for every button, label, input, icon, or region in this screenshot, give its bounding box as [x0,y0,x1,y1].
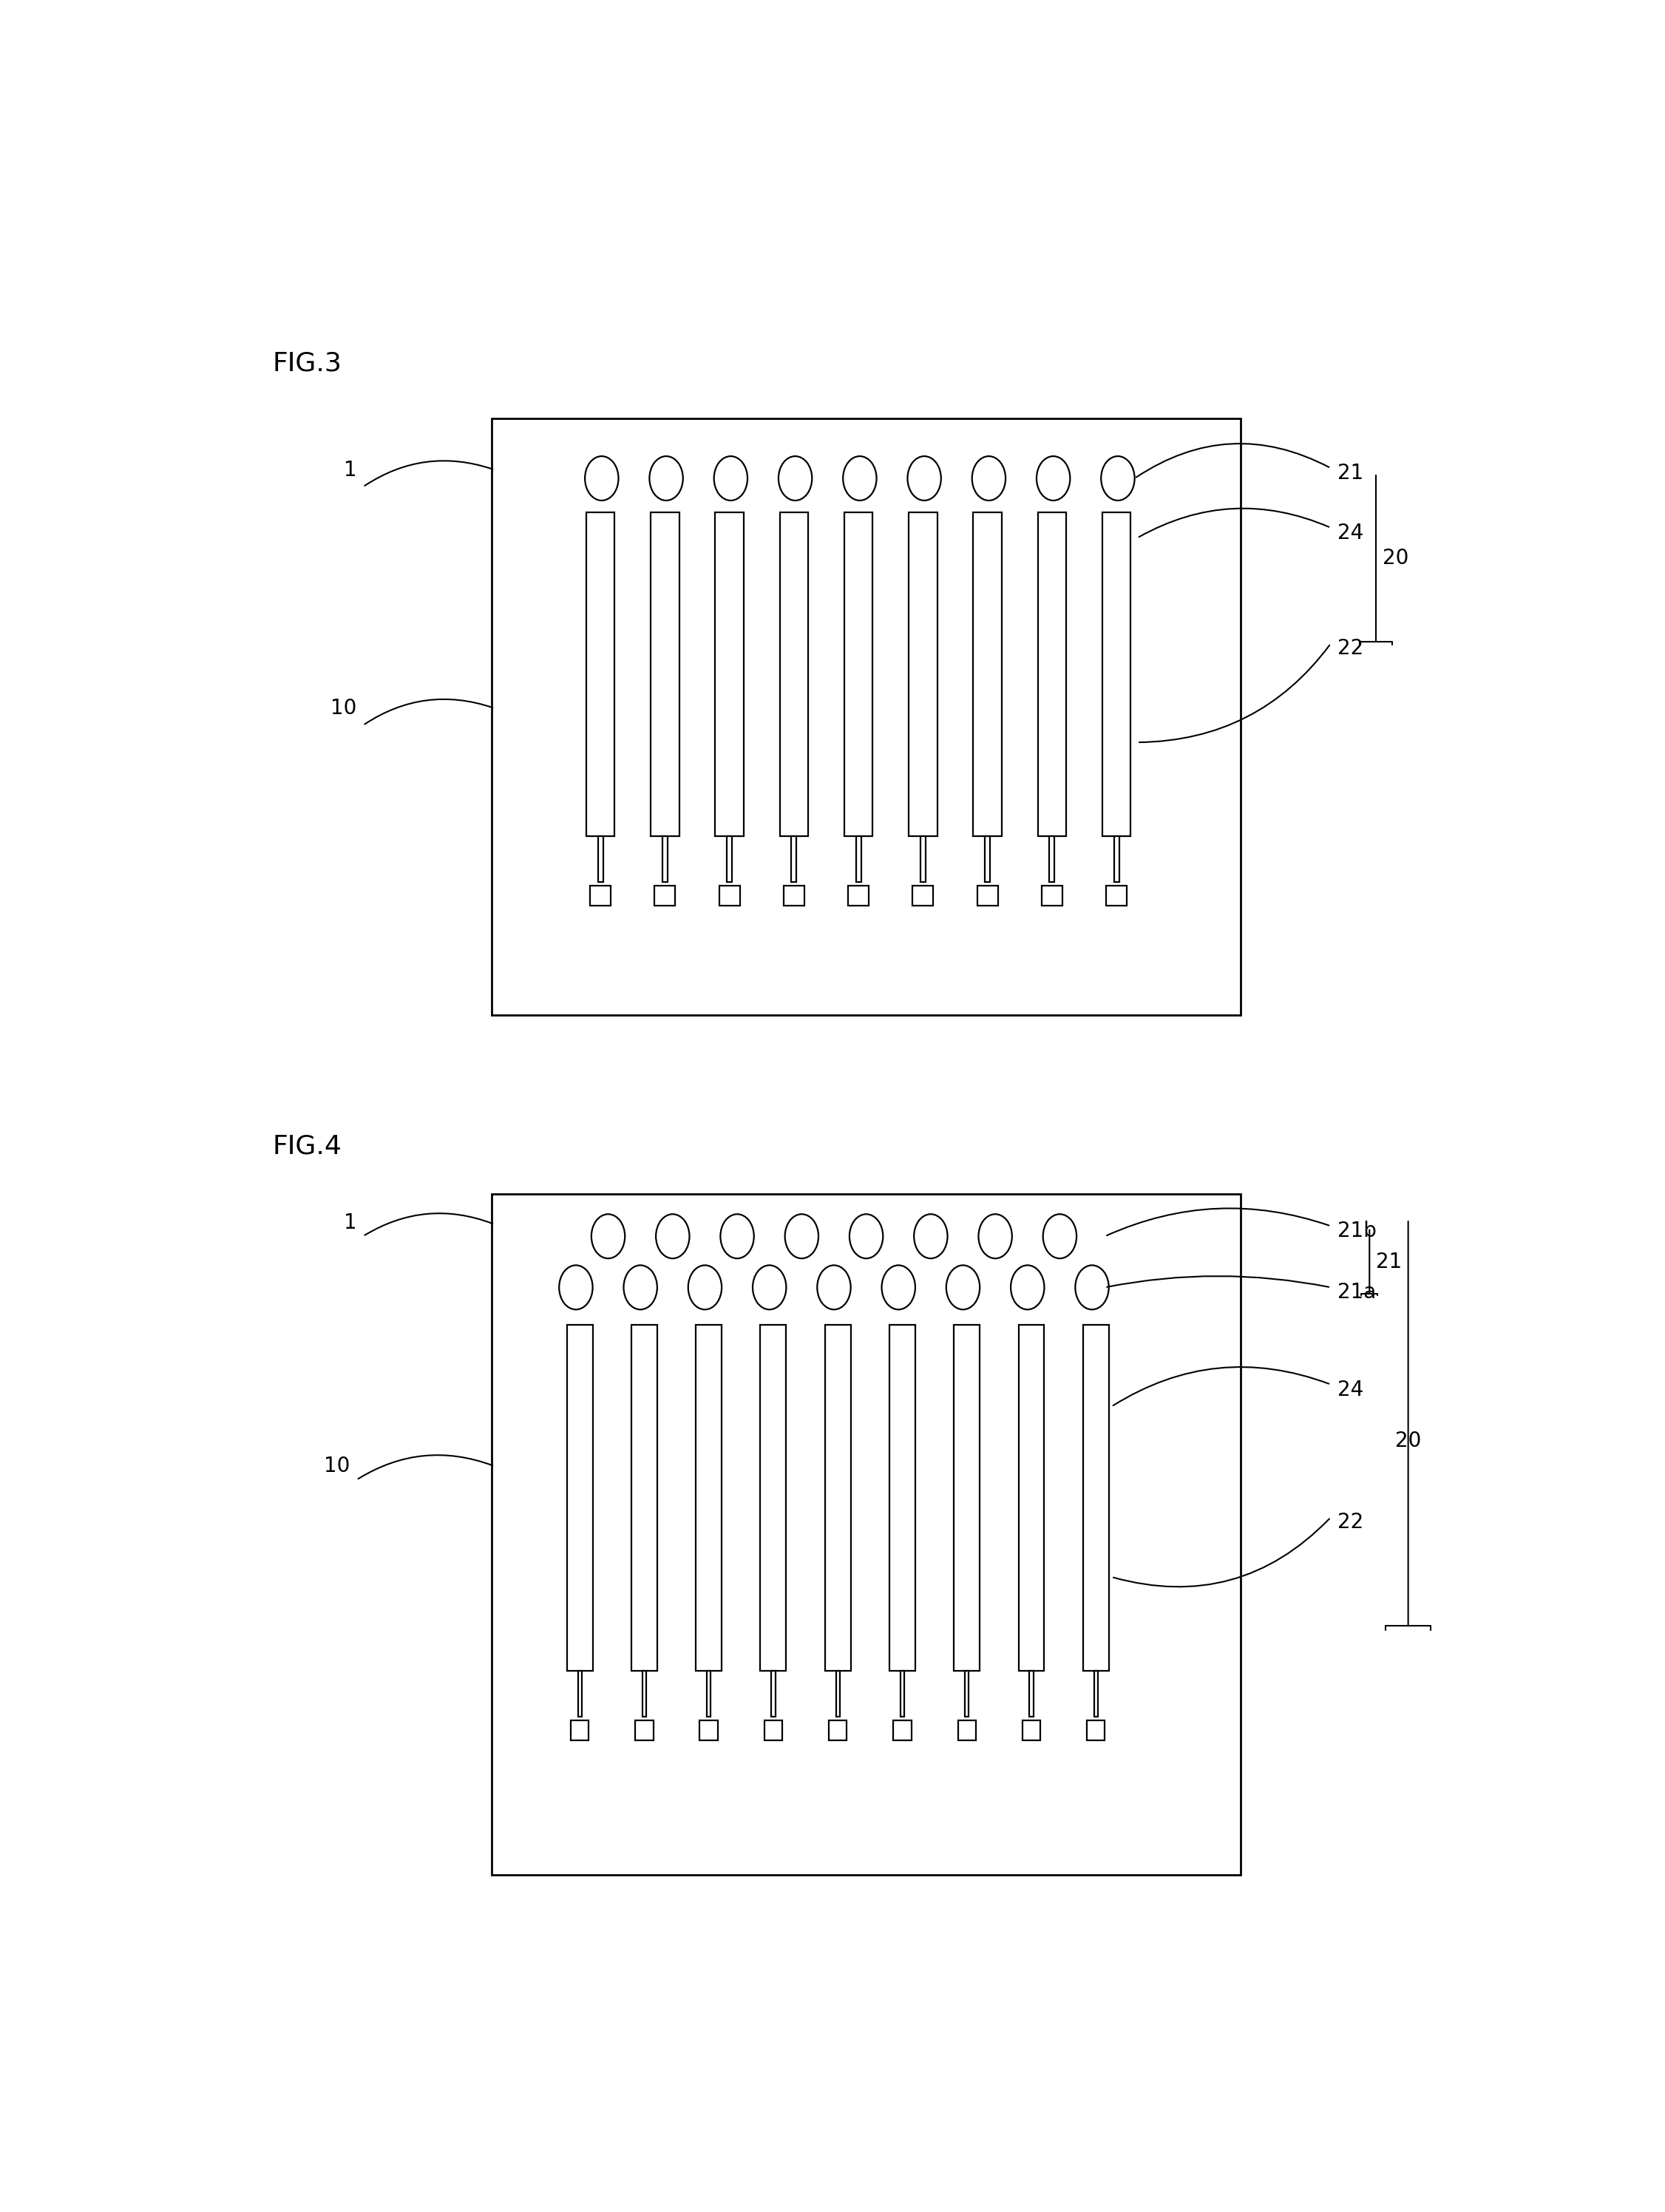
Bar [1102,513,1131,836]
Bar [1114,836,1119,883]
Bar [631,1325,658,1670]
Bar [1049,836,1054,883]
Text: 21b: 21b [1337,1221,1377,1241]
Text: 21: 21 [1337,462,1364,484]
Text: 21: 21 [1375,1252,1402,1272]
Bar [1094,1670,1097,1717]
Text: 21a: 21a [1337,1283,1375,1303]
Bar [764,1721,783,1741]
Bar [636,1721,653,1741]
Bar [1019,1325,1044,1670]
Bar [836,1670,839,1717]
Bar [566,1325,593,1670]
Text: 1: 1 [343,460,356,480]
Bar [586,513,614,836]
Bar [829,1721,847,1741]
Bar [779,513,808,836]
Text: 10: 10 [330,699,356,719]
Bar [957,1721,976,1741]
Bar [728,836,733,883]
Bar [598,836,603,883]
Bar [1022,1721,1041,1741]
Bar [654,885,676,907]
Bar [966,1670,969,1717]
Text: 10: 10 [325,1455,350,1478]
Text: 24: 24 [1337,522,1364,544]
Bar [844,513,872,836]
Bar [1042,885,1062,907]
Text: 22: 22 [1337,639,1364,659]
Bar [847,885,869,907]
Bar [1037,513,1066,836]
Bar [1087,1721,1106,1741]
Bar [771,1670,776,1717]
Text: 20: 20 [1382,549,1409,568]
Bar [719,885,739,907]
Bar [571,1721,589,1741]
Bar [986,836,991,883]
Bar [954,1325,979,1670]
Bar [493,1194,1240,1876]
Bar [493,418,1240,1015]
Bar [909,513,937,836]
Bar [643,1670,646,1717]
Bar [791,836,796,883]
Bar [1029,1670,1034,1717]
Text: 22: 22 [1337,1513,1364,1533]
Text: FIG.4: FIG.4 [273,1135,341,1159]
Bar [901,1670,904,1717]
Text: FIG.3: FIG.3 [273,352,341,376]
Bar [894,1721,911,1741]
Bar [912,885,934,907]
Bar [696,1325,721,1670]
Bar [761,1325,786,1670]
Bar [589,885,611,907]
Bar [1106,885,1127,907]
Bar [977,885,997,907]
Bar [716,513,744,836]
Bar [708,1670,711,1717]
Text: 24: 24 [1337,1380,1364,1400]
Bar [784,885,804,907]
Bar [651,513,679,836]
Bar [824,1325,851,1670]
Bar [974,513,1002,836]
Text: 1: 1 [343,1212,356,1232]
Bar [663,836,668,883]
Bar [856,836,861,883]
Bar [578,1670,581,1717]
Bar [921,836,926,883]
Text: 20: 20 [1395,1431,1422,1451]
Bar [889,1325,916,1670]
Bar [1082,1325,1109,1670]
Bar [699,1721,718,1741]
